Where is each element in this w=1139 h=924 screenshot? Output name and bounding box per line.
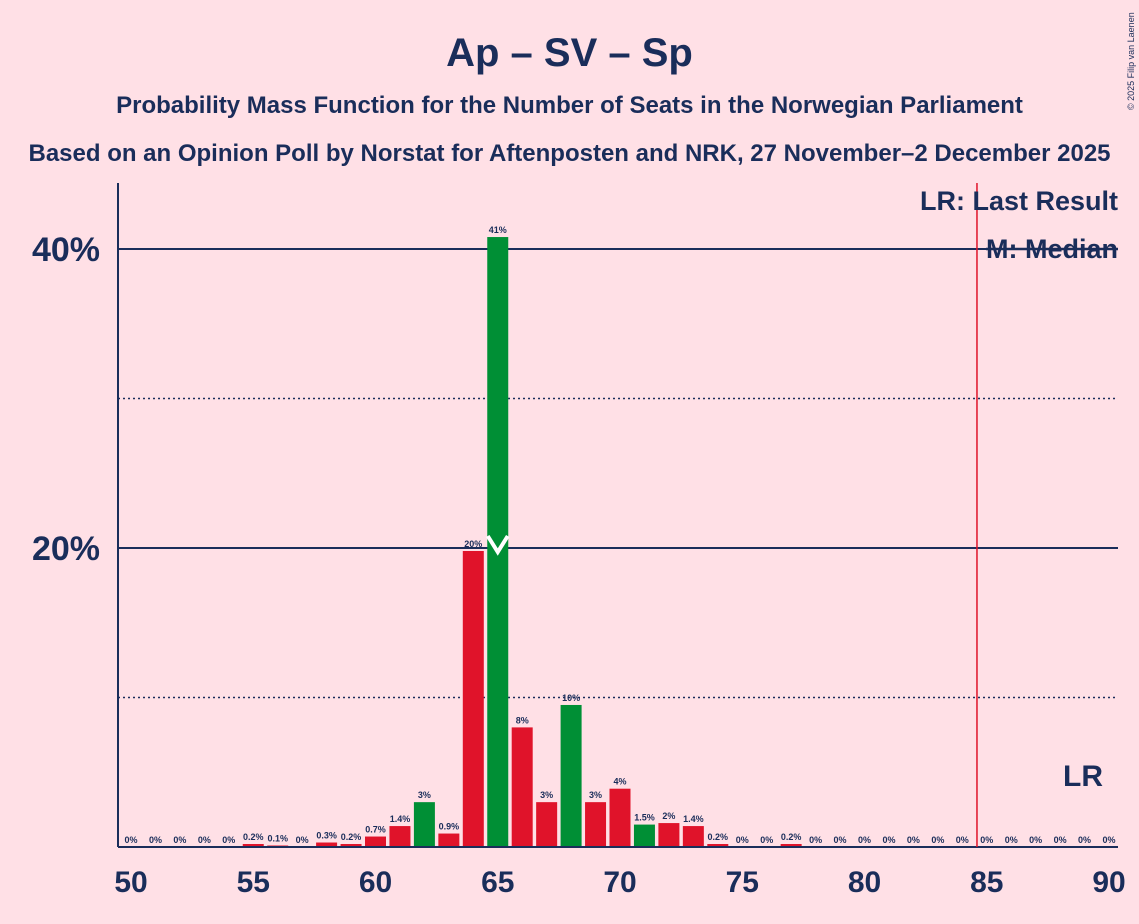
bar-label-65: 41% [489, 225, 507, 235]
bar-label-90: 0% [1102, 835, 1115, 845]
bar-label-62: 3% [418, 790, 431, 800]
bar-55 [242, 844, 264, 847]
bar-65 [487, 237, 509, 848]
bar-58 [316, 842, 338, 847]
gridlines [118, 248, 1118, 699]
bar-label-79: 0% [834, 835, 847, 845]
x-tick-label: 70 [603, 866, 636, 899]
bar-label-61: 1.4% [390, 814, 411, 824]
bar-74 [707, 844, 729, 847]
bar-label-69: 3% [589, 790, 602, 800]
x-tick-label: 85 [970, 866, 1003, 899]
bar-67 [536, 802, 558, 847]
bar-label-66: 8% [516, 715, 529, 725]
bar-72 [658, 823, 680, 847]
x-tick-label: 75 [726, 866, 759, 899]
overlay [486, 183, 978, 847]
bar-label-89: 0% [1078, 835, 1091, 845]
bar-label-51: 0% [149, 835, 162, 845]
y-tick-label: 40% [32, 231, 100, 269]
bar-label-56: 0.1% [267, 834, 288, 844]
bar-label-68: 10% [562, 693, 580, 703]
bar-label-84: 0% [956, 835, 969, 845]
chart-title: Ap – SV – Sp [446, 31, 693, 75]
bar-label-55: 0.2% [243, 832, 264, 842]
x-tick-label: 60 [359, 866, 392, 899]
bar-label-86: 0% [1005, 835, 1018, 845]
bar-label-58: 0.3% [316, 831, 337, 841]
bars [242, 237, 802, 848]
bar-label-71: 1.5% [634, 813, 655, 823]
x-tick-label: 65 [481, 866, 514, 899]
bar-70 [609, 788, 631, 847]
chart-subtitle: Probability Mass Function for the Number… [116, 92, 1023, 119]
bar-label-54: 0% [222, 835, 235, 845]
bar-label-57: 0% [296, 835, 309, 845]
y-tick-label: 20% [32, 530, 100, 568]
bar-61 [389, 826, 411, 847]
bar-label-83: 0% [931, 835, 944, 845]
bar-label-70: 4% [613, 777, 626, 787]
copyright-notice: © 2025 Filip van Laenen [1126, 12, 1136, 110]
bar-label-59: 0.2% [341, 832, 362, 842]
bar-label-78: 0% [809, 835, 822, 845]
bar-69 [585, 802, 607, 847]
bar-label-76: 0% [760, 835, 773, 845]
bar-label-53: 0% [198, 835, 211, 845]
bar-77 [780, 844, 802, 847]
x-tick-label: 55 [237, 866, 270, 899]
last-result-marker-label: LR [1063, 760, 1103, 793]
bar-label-63: 0.9% [439, 822, 460, 832]
bar-label-64: 20% [464, 539, 482, 549]
bar-label-77: 0.2% [781, 832, 802, 842]
bar-label-82: 0% [907, 835, 920, 845]
bar-66 [511, 727, 533, 847]
bar-62 [413, 802, 435, 847]
bar-64 [462, 550, 484, 847]
bar-60 [365, 836, 386, 847]
bar-label-72: 2% [662, 811, 675, 821]
bar-68 [560, 704, 582, 847]
x-tick-label: 80 [848, 866, 881, 899]
bar-label-81: 0% [882, 835, 895, 845]
bar-label-73: 1.4% [683, 814, 704, 824]
legend-last-result: LR: Last Result [920, 186, 1118, 216]
bar-label-50: 0% [124, 835, 137, 845]
bar-label-88: 0% [1054, 835, 1067, 845]
bar-71 [633, 824, 655, 847]
bar-label-80: 0% [858, 835, 871, 845]
axes: 20% 40% 50 55 60 65 70 75 80 85 90 [32, 183, 1126, 899]
bar-label-52: 0% [173, 835, 186, 845]
median-marker [486, 534, 510, 556]
chart-subtitle-source: Based on an Opinion Poll by Norstat for … [28, 140, 1110, 167]
bar-labels: 0% 0% 0% 0% 0% 0.2% 0.1% 0% 0.3% 0.2%0.7%1.4%3%0.… [124, 225, 1115, 845]
bar-label-85: 0% [980, 835, 993, 845]
bar-label-74: 0.2% [708, 832, 729, 842]
bar-label-87: 0% [1029, 835, 1042, 845]
bar-63 [438, 833, 460, 847]
bar-59 [340, 844, 362, 847]
x-tick-label: 50 [114, 866, 147, 899]
bar-label-75: 0% [736, 835, 749, 845]
bar-73 [682, 826, 704, 847]
bar-label-60: 0.7% [365, 825, 386, 835]
bar-label-67: 3% [540, 790, 553, 800]
x-tick-label: 90 [1092, 866, 1125, 899]
